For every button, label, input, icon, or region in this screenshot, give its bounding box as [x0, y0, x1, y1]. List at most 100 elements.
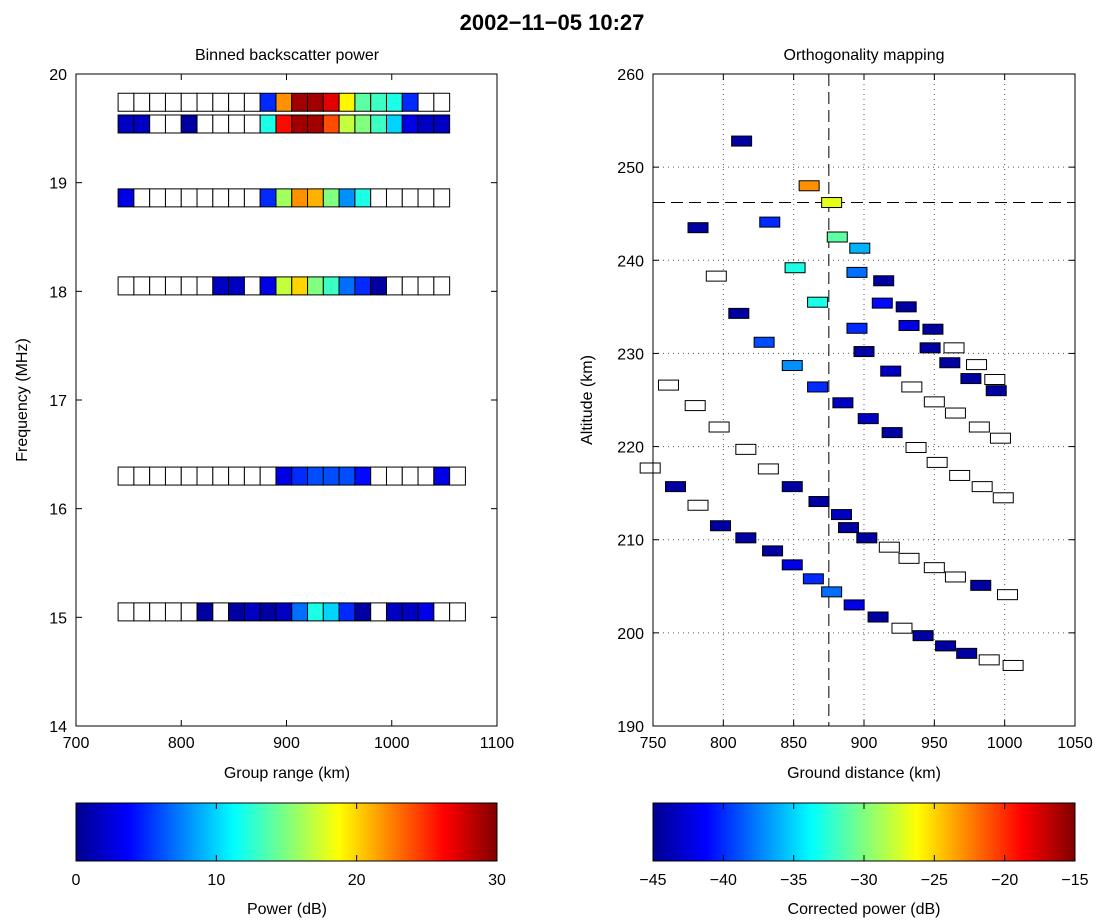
data-point: [966, 359, 988, 371]
heatmap-cell: [133, 114, 151, 134]
right-axis-ticks: 750 800 850 900 950 1000 1050 190 200 210 220 230 24…: [617, 67, 1093, 752]
heatmap-cell: [275, 466, 293, 486]
heatmap-cell: [433, 276, 451, 296]
data-point: [1002, 659, 1024, 671]
colorbar-tick-label: −30: [850, 872, 877, 889]
heatmap-cell: [228, 276, 245, 296]
data-point: [807, 296, 829, 308]
heatmap-cell: [291, 92, 309, 112]
heatmap-cell: [385, 92, 403, 112]
heatmap-cell: [291, 276, 309, 296]
heatmap-cell: [149, 114, 166, 134]
heatmap-cell: [243, 602, 261, 622]
colorbar-tick-label: 30: [488, 872, 506, 889]
data-point: [821, 197, 843, 209]
data-point: [919, 342, 941, 354]
data-point: [781, 360, 803, 372]
figure-title: 2002−11−05 10:27: [460, 10, 645, 35]
heatmap-cell: [117, 276, 135, 296]
left-heatmap-cells: [117, 92, 466, 622]
heatmap-cell: [370, 602, 387, 622]
heatmap-cell: [433, 114, 451, 134]
heatmap-cell: [307, 188, 324, 208]
y-tick-label: 240: [617, 253, 644, 270]
data-point: [808, 496, 830, 508]
heatmap-cell: [243, 188, 261, 208]
heatmap-cell: [275, 188, 293, 208]
heatmap-cell: [212, 466, 230, 486]
y-tick-label: 220: [617, 440, 644, 457]
data-point: [943, 342, 965, 354]
heatmap-cell: [117, 114, 135, 134]
data-point: [665, 481, 687, 493]
heatmap-cell: [401, 276, 419, 296]
heatmap-cell: [338, 114, 356, 134]
y-tick-label: 200: [617, 626, 644, 643]
heatmap-cell: [291, 466, 309, 486]
data-point: [657, 379, 679, 391]
data-point: [784, 262, 806, 274]
right-xlabel: Ground distance (km): [787, 765, 941, 782]
data-point: [873, 275, 895, 287]
heatmap-cell: [449, 602, 466, 622]
y-tick-label: 190: [617, 719, 644, 736]
data-point: [753, 336, 775, 348]
heatmap-cell: [291, 602, 309, 622]
right-colorbar-gradient: [652, 802, 1076, 862]
heatmap-cell: [322, 276, 340, 296]
data-point: [807, 381, 829, 393]
data-point: [857, 413, 879, 425]
colorbar-tick-label: 10: [207, 872, 225, 889]
x-tick-label: 950: [921, 735, 948, 752]
data-point: [759, 216, 781, 228]
data-point: [968, 421, 990, 433]
left-axis-ticks: 700 800 900 1000 1100 14 15 16 17 18 19 20: [49, 67, 514, 752]
heatmap-cell: [180, 92, 198, 112]
heatmap-cell: [117, 92, 135, 112]
heatmap-cell: [212, 92, 230, 112]
heatmap-cell: [196, 602, 214, 622]
right-colorbar-ticks: −45 −40 −35 −30 −25 −20 −15: [639, 803, 1089, 889]
heatmap-cell: [291, 114, 309, 134]
heatmap-cell: [196, 114, 214, 134]
heatmap-cell: [338, 276, 356, 296]
heatmap-cell: [370, 466, 387, 486]
heatmap-cell: [322, 466, 340, 486]
y-tick-label: 250: [617, 160, 644, 177]
data-point: [731, 135, 753, 147]
heatmap-cell: [275, 114, 293, 134]
heatmap-cell: [370, 188, 387, 208]
data-point: [687, 499, 709, 511]
heatmap-cell: [417, 276, 435, 296]
data-point: [901, 381, 923, 393]
heatmap-cell: [417, 188, 435, 208]
heatmap-cell: [259, 466, 277, 486]
data-point: [867, 611, 889, 623]
left-colorbar-gradient: [75, 802, 498, 862]
heatmap-cell: [291, 188, 309, 208]
y-tick-label: 210: [617, 533, 644, 550]
heatmap-cell: [338, 466, 356, 486]
heatmap-cell: [275, 276, 293, 296]
left-plot-frame: [75, 73, 498, 727]
heatmap-cell: [259, 276, 277, 296]
y-tick-label: 19: [49, 176, 67, 193]
heatmap-cell: [385, 602, 403, 622]
data-point: [846, 266, 868, 278]
data-point: [985, 385, 1007, 397]
y-tick-label: 230: [617, 346, 644, 363]
heatmap-cell: [417, 114, 435, 134]
heatmap-cell: [228, 114, 245, 134]
data-point: [935, 640, 957, 652]
heatmap-cell: [164, 114, 182, 134]
data-point: [781, 481, 803, 493]
heatmap-cell: [149, 92, 166, 112]
data-point: [781, 559, 803, 571]
heatmap-cell: [385, 276, 403, 296]
y-tick-label: 20: [49, 67, 67, 84]
data-point: [944, 407, 966, 419]
heatmap-cell: [228, 602, 245, 622]
data-point: [971, 481, 993, 493]
data-point: [949, 469, 971, 481]
